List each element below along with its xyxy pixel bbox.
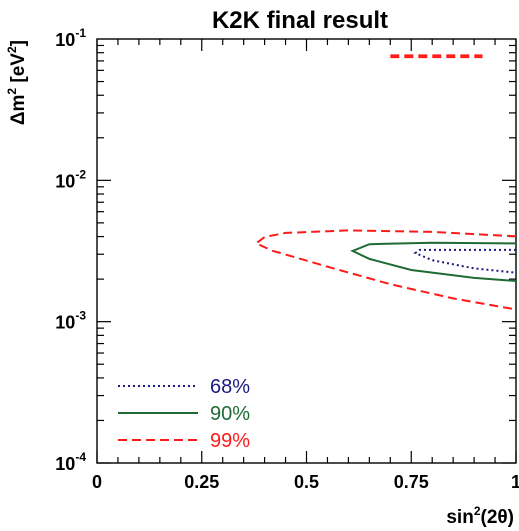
contour-lines	[254, 54, 516, 311]
x-tick-label: 1	[511, 472, 519, 492]
legend-label: 68%	[210, 376, 250, 398]
contour-line	[413, 248, 516, 274]
x-tick-label: 0.75	[394, 472, 429, 492]
y-tick-label: 10-1	[55, 26, 86, 50]
x-tick-label: 0.25	[184, 472, 219, 492]
y-tick-label: 10-4	[55, 450, 86, 474]
y-tick-label: 10-2	[55, 167, 86, 191]
contour-line	[350, 241, 516, 282]
y-axis-ticks: 10-4 10-3 10-2 10-1	[55, 26, 516, 474]
x-axis-ticks: 0 0.25 0.5 0.75 1	[92, 39, 519, 492]
legend-label: 90%	[210, 403, 250, 425]
x-tick-label: 0.5	[294, 472, 319, 492]
x-axis-label: sin2(2θ)	[446, 504, 514, 528]
legend: 68% 90% 99%	[118, 376, 250, 452]
y-tick-label: 10-3	[55, 309, 86, 333]
legend-label: 99%	[210, 430, 250, 452]
contour-line	[254, 229, 516, 311]
y-axis-label: Δm2 [eV2]	[5, 40, 29, 125]
plot-frame	[96, 38, 517, 464]
x-tick-label: 0	[92, 472, 102, 492]
chart-title: K2K final result	[212, 7, 388, 34]
